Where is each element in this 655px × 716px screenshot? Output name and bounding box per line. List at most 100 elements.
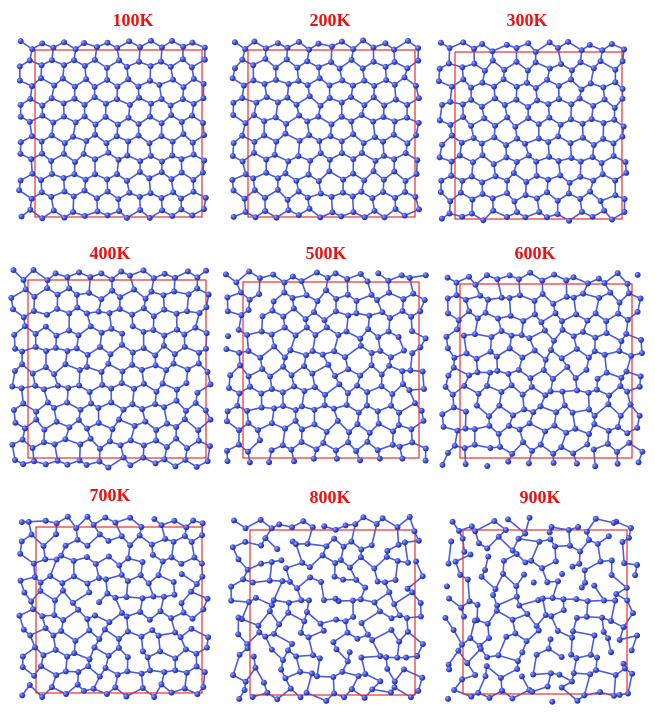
atom [522, 559, 529, 566]
atom [70, 573, 77, 580]
atom [527, 269, 534, 276]
atom [559, 570, 566, 577]
atom [346, 649, 353, 656]
atom [551, 422, 558, 429]
atom [64, 513, 71, 520]
atom [135, 83, 142, 90]
atom [573, 655, 580, 662]
atom [303, 608, 310, 615]
atom [341, 694, 348, 701]
panel-title: 400K [89, 243, 130, 263]
atom [244, 448, 251, 455]
atom [332, 308, 339, 315]
atom [328, 121, 335, 128]
atom [40, 652, 47, 659]
atom [556, 671, 563, 678]
atom [284, 196, 291, 203]
atom [339, 77, 346, 84]
atom [40, 439, 47, 446]
atom [178, 560, 185, 567]
atom [343, 401, 350, 408]
atom [405, 559, 412, 566]
atom [412, 193, 419, 200]
atom [256, 275, 263, 282]
atom [315, 64, 322, 71]
atom [586, 41, 593, 48]
atoms [222, 268, 429, 466]
atom [344, 629, 351, 636]
atom [310, 309, 317, 316]
atom [330, 639, 337, 646]
atom [336, 381, 343, 388]
atom [625, 534, 632, 541]
atom [28, 133, 35, 140]
atom [446, 60, 453, 67]
atom [477, 292, 484, 299]
atom [242, 45, 249, 52]
atom [566, 217, 573, 224]
atom [380, 189, 387, 196]
atom [342, 618, 349, 625]
atom [525, 115, 532, 122]
panel-title: 500K [305, 243, 346, 263]
atom [444, 449, 451, 456]
atom [611, 116, 618, 123]
atom [250, 77, 257, 84]
atom [136, 169, 143, 176]
atom [522, 140, 529, 147]
atom [592, 310, 599, 317]
atom [473, 402, 480, 409]
atom [140, 345, 147, 352]
atom [194, 691, 201, 698]
atom [415, 95, 422, 102]
atom [592, 334, 599, 341]
atom [250, 175, 257, 182]
atom [509, 450, 516, 457]
atom [504, 190, 511, 197]
atom [129, 401, 136, 408]
atom [469, 196, 476, 203]
atom [621, 46, 628, 53]
atom [579, 134, 586, 141]
atom [63, 691, 70, 698]
atom [90, 685, 97, 692]
atom [204, 458, 211, 465]
atom [283, 56, 290, 63]
atom [506, 272, 513, 279]
atom [513, 58, 520, 65]
atom [268, 525, 275, 532]
atom [491, 134, 498, 141]
atom [402, 177, 409, 184]
atom [282, 425, 289, 432]
atom [503, 142, 510, 149]
atom [461, 382, 468, 389]
atom [9, 441, 16, 448]
atom [244, 566, 251, 573]
atom [448, 132, 455, 139]
atom [628, 352, 635, 359]
atom [102, 100, 109, 107]
atom [587, 188, 594, 195]
atom [86, 589, 93, 596]
atom [338, 99, 345, 106]
atom [148, 37, 155, 44]
atom [533, 172, 540, 179]
atom [358, 150, 365, 157]
atom [442, 614, 449, 621]
atom [462, 461, 469, 468]
atom [568, 76, 575, 83]
atom [622, 159, 629, 166]
atom [494, 276, 501, 283]
atom [516, 602, 523, 609]
bond [467, 579, 471, 602]
atom [135, 132, 142, 139]
atom [268, 602, 275, 609]
atom [314, 673, 321, 680]
atom [585, 536, 592, 543]
atom [374, 578, 381, 585]
atom [163, 443, 170, 450]
atom [461, 445, 468, 452]
atom [308, 670, 315, 677]
atom [156, 81, 163, 88]
atom [106, 619, 113, 626]
